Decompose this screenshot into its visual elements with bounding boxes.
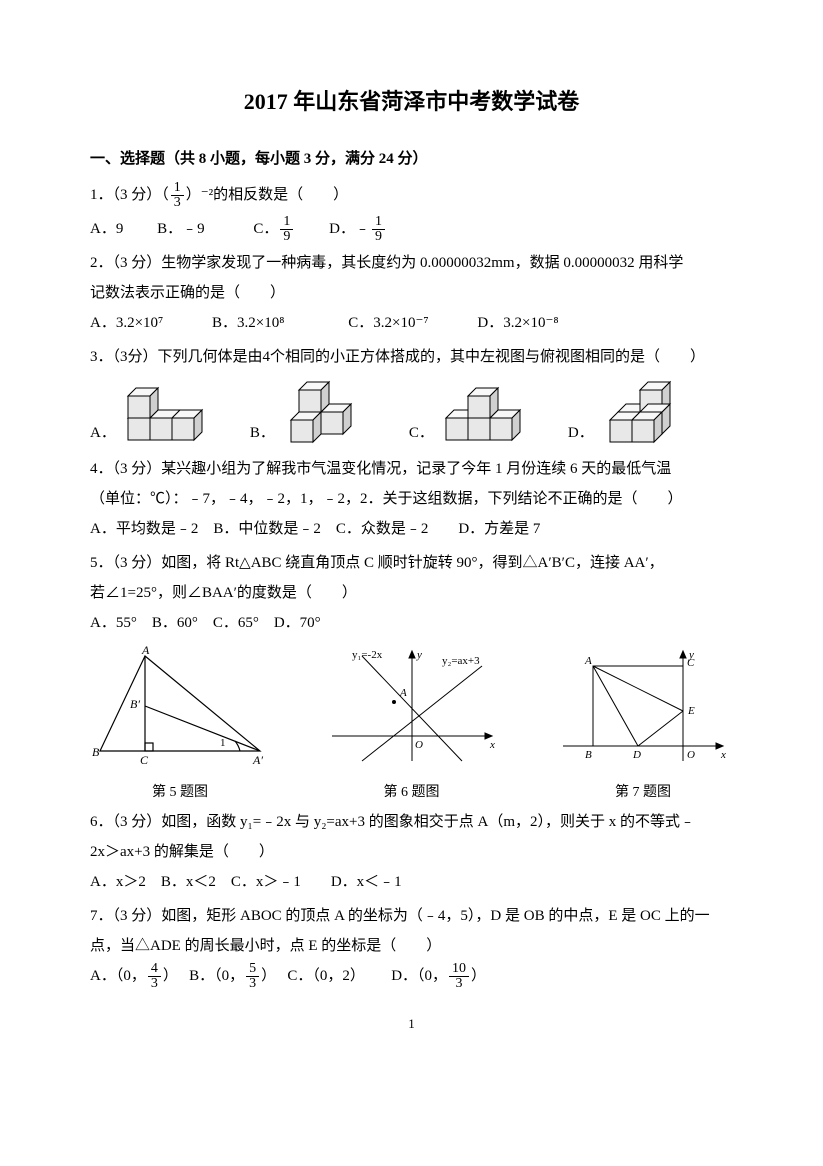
cube-figure-b [279,378,379,448]
fraction: 19 [280,215,293,244]
q7-line1: 7．（3 分）如图，矩形 ABOC 的顶点 A 的坐标为（﹣4，5），D 是 O… [90,901,733,931]
question-6: 6．（3 分）如图，函数 y₁=﹣2x 与 y₂=ax+3 的图象相交于点 A（… [90,807,733,897]
q1-opt-b: B．﹣9 [157,221,205,237]
svg-text:O: O [415,739,423,751]
question-3: 3．（3分）下列几何体是由4个相同的小正方体搭成的，其中左视图与俯视图相同的是（… [90,342,733,448]
q3-options: A． [90,378,733,448]
fraction: 13 [171,181,184,210]
rectangle-diagram: A B C D E O x y [553,646,733,766]
svg-text:y: y [688,649,694,661]
q1-stem-pre: 1．（3 分）（ [90,187,169,203]
q7-opt-b-pre: B．（0， [189,968,244,984]
q2-opt-a: A．3.2×10⁷ [90,315,163,331]
fraction: 103 [449,962,469,991]
exam-page: 2017 年山东省菏泽市中考数学试卷 一、选择题（共 8 小题，每小题 3 分，… [0,0,823,1166]
q2-line2: 记数法表示正确的是（ ） [90,278,733,308]
q6-line2: 2x＞ax+3 的解集是（ ） [90,837,733,867]
page-number: 1 [90,1011,733,1037]
svg-text:A: A [584,655,592,667]
q3-stem: 3．（3分）下列几何体是由4个相同的小正方体搭成的，其中左视图与俯视图相同的是（… [90,342,733,372]
q5-line2: 若∠1=25°，则∠BAA′的度数是（ ） [90,578,733,608]
q2-opt-c: C．3.2×10⁻⁷ [348,315,428,331]
fig5-caption: 第 5 题图 [90,779,270,807]
svg-text:y₁=-2x: y₁=-2x [352,649,383,661]
q6-options: A．x＞2 B．x＜2 C．x＞﹣1 D．x＜﹣1 [90,867,733,897]
question-7: 7．（3 分）如图，矩形 ABOC 的顶点 A 的坐标为（﹣4，5），D 是 O… [90,901,733,991]
q4-line1: 4．（3 分）某兴趣小组为了解我市气温变化情况，记录了今年 1 月份连续 6 天… [90,454,733,484]
svg-text:E: E [687,705,695,717]
q1-opt-c-pre: C． [253,221,278,237]
q5-options: A．55° B．60° C．65° D．70° [90,608,733,638]
cube-figure-d [598,378,698,448]
q6-line1: 6．（3 分）如图，函数 y₁=﹣2x 与 y₂=ax+3 的图象相交于点 A（… [90,807,733,837]
q5-line1: 5．（3 分）如图，将 Rt△ABC 绕直角顶点 C 顺时针旋转 90°，得到△… [90,548,733,578]
cube-figure-c [438,378,538,448]
q3-opt-d: D． [568,378,698,448]
fraction: 53 [246,962,259,991]
q2-opt-b: B．3.2×10⁸ [212,315,284,331]
fig7-caption: 第 7 题图 [553,779,733,807]
svg-text:y₂=ax+3: y₂=ax+3 [442,655,480,667]
fraction: 43 [148,962,161,991]
figure-7: A B C D E O x y 第 7 题图 [553,646,733,807]
q7-line2: 点，当△ADE 的周长最小时，点 E 的坐标是（ ） [90,931,733,961]
q2-line1: 2．（3 分）生物学家发现了一种病毒，其长度约为 0.00000032mm，数据… [90,248,733,278]
figure-5: A B B′ C A′ 1 第 5 题图 [90,646,270,807]
fig6-caption: 第 6 题图 [322,779,502,807]
cube-figure-a [120,378,220,448]
q3-opt-a: A． [90,378,220,448]
svg-text:O: O [687,749,695,761]
svg-text:A′: A′ [252,753,263,766]
svg-text:B: B [585,749,592,761]
q4-line2: （单位：℃）：﹣7，﹣4，﹣2，1，﹣2，2．关于这组数据，下列结论不正确的是（… [90,484,733,514]
question-5: 5．（3 分）如图，将 Rt△ABC 绕直角顶点 C 顺时针旋转 90°，得到△… [90,548,733,638]
svg-text:y: y [416,649,422,661]
question-1: 1．（3 分）（13）⁻²的相反数是（ ） [90,180,733,210]
svg-text:A: A [141,646,150,657]
svg-text:C: C [140,753,149,766]
q7-opt-a-pre: A．（0， [90,968,146,984]
q1-opt-d-pre: D．﹣ [329,221,370,237]
linear-graph: y₁=-2x y₂=ax+3 A O x y [322,646,502,766]
question-4: 4．（3 分）某兴趣小组为了解我市气温变化情况，记录了今年 1 月份连续 6 天… [90,454,733,544]
q7-options: A．（0，43） B．（0，53） C．（0，2） D．（0，103） [90,961,733,991]
q7-opt-d-pre: D．（0， [391,968,447,984]
q2-options: A．3.2×10⁷ B．3.2×10⁸ C．3.2×10⁻⁷ D．3.2×10⁻… [90,308,733,338]
svg-text:B: B [92,745,100,759]
q1-options: A．9 B．﹣9 C．19 D．﹣19 [90,214,733,244]
q3-opt-b: B． [250,378,379,448]
section-heading: 一、选择题（共 8 小题，每小题 3 分，满分 24 分） [90,144,733,174]
svg-text:A: A [399,687,407,699]
q2-opt-d: D．3.2×10⁻⁸ [477,315,558,331]
q4-options: A．平均数是﹣2 B．中位数是﹣2 C．众数是﹣2 D．方差是 7 [90,514,733,544]
exam-title: 2017 年山东省菏泽市中考数学试卷 [90,80,733,124]
svg-text:x: x [489,739,495,751]
q7-opt-c: C．（0，2） [287,968,357,984]
triangle-diagram: A B B′ C A′ 1 [90,646,270,766]
figures-row: A B B′ C A′ 1 第 5 题图 y₁=-2x [90,646,733,807]
q3-opt-c: C． [409,378,538,448]
q1-stem-post: ）⁻²的相反数是（ ） [186,187,348,203]
svg-text:B′: B′ [130,697,140,711]
q1-opt-a: A．9 [90,221,123,237]
svg-text:D: D [632,749,641,761]
svg-text:x: x [720,749,726,761]
figure-6: y₁=-2x y₂=ax+3 A O x y 第 6 题图 [322,646,502,807]
question-2: 2．（3 分）生物学家发现了一种病毒，其长度约为 0.00000032mm，数据… [90,248,733,338]
svg-text:1: 1 [220,737,226,749]
fraction: 19 [372,215,385,244]
